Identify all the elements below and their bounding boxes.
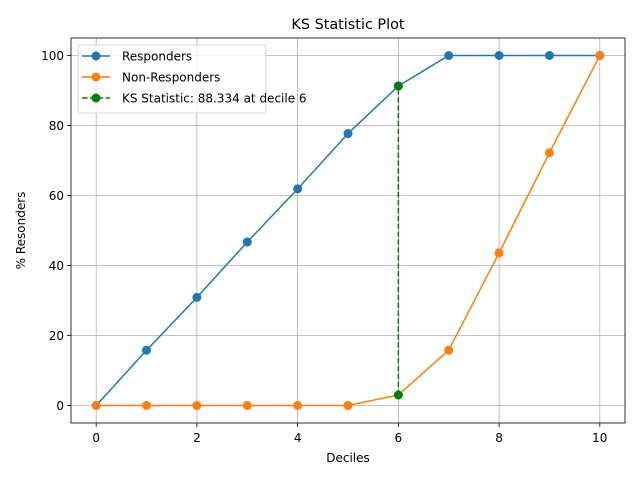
- legend-label-0: Responders: [122, 50, 192, 64]
- x-tick-label: 6: [395, 431, 403, 445]
- x-tick-label: 8: [495, 431, 503, 445]
- x-tick-label: 0: [92, 431, 100, 445]
- legend-box: [77, 44, 267, 114]
- legend-label-1: Non-Responders: [122, 71, 220, 85]
- data-point: [293, 401, 303, 410]
- y-tick-label: 0: [56, 399, 64, 413]
- data-point: [444, 51, 454, 60]
- x-tick-label: 10: [592, 431, 607, 445]
- data-point: [544, 51, 554, 60]
- data-point: [293, 184, 303, 194]
- data-point: [242, 401, 252, 410]
- data-point: [595, 51, 605, 60]
- data-point: [142, 345, 152, 355]
- legend-marker-1: [91, 72, 101, 82]
- legend-label-2: KS Statistic: 88.334 at decile 6: [122, 92, 307, 106]
- x-axis-label: Deciles: [326, 451, 370, 465]
- data-point: [494, 248, 504, 258]
- data-point: [192, 292, 202, 302]
- data-point: [142, 401, 152, 410]
- chart-title: KS Statistic Plot: [291, 17, 404, 33]
- data-point: [343, 129, 353, 139]
- x-tick-label: 2: [193, 431, 201, 445]
- data-point: [544, 148, 554, 158]
- legend-marker-2: [91, 93, 101, 103]
- legend-marker-0: [91, 51, 101, 61]
- y-tick-label: 60: [49, 189, 64, 203]
- y-tick-label: 80: [49, 119, 64, 133]
- y-tick-label: 100: [41, 49, 64, 63]
- y-tick-label: 40: [49, 259, 64, 273]
- legend: Responders Non-Responders KS Statistic: 88…: [77, 44, 307, 114]
- data-point: [343, 401, 353, 410]
- x-tick-label: 4: [294, 431, 302, 445]
- data-point: [494, 51, 504, 60]
- y-tick-label: 20: [49, 329, 64, 343]
- ks-point-high: [393, 81, 403, 91]
- axes-frame: [70, 37, 626, 424]
- data-point: [444, 345, 454, 355]
- data-point: [242, 237, 252, 247]
- data-point: [91, 401, 101, 410]
- ks-point-low: [393, 390, 403, 400]
- y-axis-label: % Resonders: [14, 192, 28, 270]
- data-point: [192, 401, 202, 410]
